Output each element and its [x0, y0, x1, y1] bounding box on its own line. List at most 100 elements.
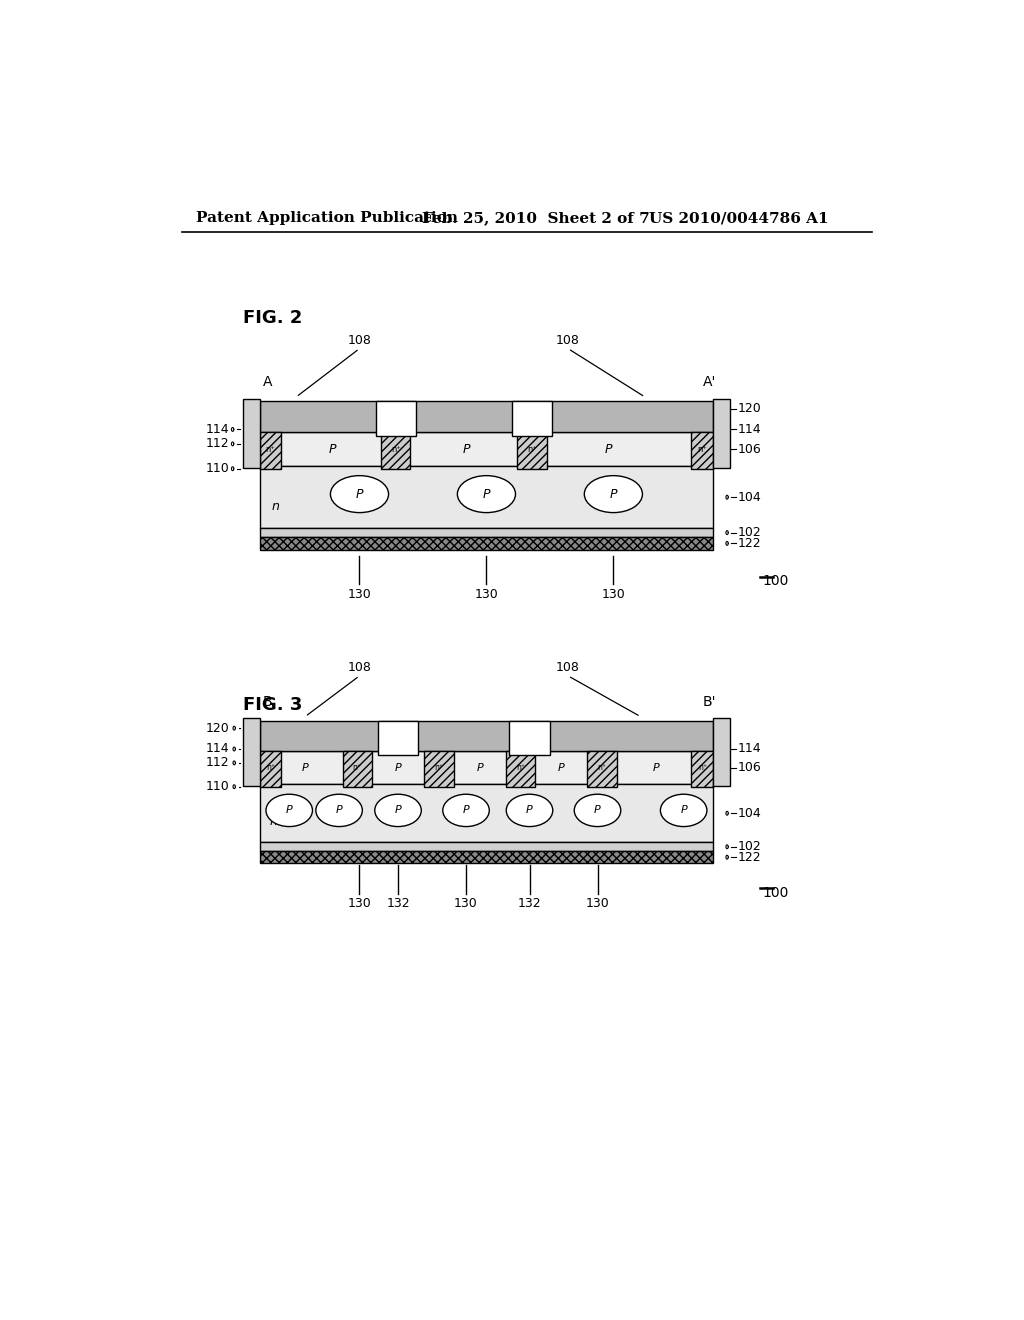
Text: P: P	[558, 763, 564, 772]
Bar	[260, 537, 713, 549]
Text: 114: 114	[206, 422, 229, 436]
Text: P: P	[526, 805, 532, 816]
Text: n: n	[269, 816, 278, 829]
Text: P: P	[482, 487, 490, 500]
Text: 130: 130	[601, 589, 626, 601]
Bar	[260, 401, 713, 432]
Text: P: P	[653, 763, 659, 772]
Text: n⁺: n⁺	[697, 445, 708, 454]
Bar	[517, 432, 547, 469]
Text: P: P	[286, 805, 293, 816]
Text: P: P	[609, 487, 617, 500]
Text: n⁺: n⁺	[352, 763, 361, 772]
Text: 132: 132	[518, 896, 542, 909]
Text: Patent Application Publication: Patent Application Publication	[197, 211, 458, 226]
Text: n⁺: n⁺	[598, 763, 606, 772]
Bar	[260, 751, 713, 784]
Text: 108: 108	[347, 334, 372, 347]
Ellipse shape	[506, 795, 553, 826]
Text: n⁺: n⁺	[265, 445, 275, 454]
Ellipse shape	[266, 795, 312, 826]
Text: 110: 110	[206, 780, 229, 793]
Text: 112: 112	[206, 437, 229, 450]
Text: 130: 130	[586, 896, 609, 909]
Text: n: n	[271, 500, 280, 513]
Text: 122: 122	[738, 850, 762, 863]
Text: P: P	[462, 442, 470, 455]
Bar	[243, 718, 260, 785]
Text: B': B'	[702, 694, 716, 709]
Text: 100: 100	[763, 886, 790, 900]
Text: 132: 132	[386, 896, 410, 909]
Text: 106: 106	[738, 762, 762, 775]
Text: 120: 120	[738, 403, 762, 416]
Text: P: P	[476, 763, 483, 772]
Text: 114: 114	[206, 742, 229, 755]
Bar	[713, 399, 730, 469]
Ellipse shape	[315, 795, 362, 826]
Text: n⁺: n⁺	[434, 763, 443, 772]
Text: P: P	[605, 442, 612, 455]
Text: P: P	[680, 805, 687, 816]
Text: P: P	[329, 442, 336, 455]
Text: P: P	[336, 805, 342, 816]
Text: P: P	[355, 487, 364, 500]
Text: P: P	[394, 805, 401, 816]
Text: A': A'	[702, 375, 716, 389]
Bar	[506, 751, 536, 787]
Bar	[260, 528, 713, 537]
Text: n⁺: n⁺	[516, 763, 525, 772]
Bar	[260, 721, 713, 751]
Bar	[588, 751, 616, 787]
Bar	[424, 751, 454, 787]
Bar	[260, 751, 282, 787]
Text: US 2010/0044786 A1: US 2010/0044786 A1	[649, 211, 828, 226]
Ellipse shape	[574, 795, 621, 826]
Text: n⁺: n⁺	[697, 763, 707, 772]
Text: n⁺: n⁺	[391, 445, 400, 454]
Bar	[381, 432, 411, 469]
Text: 130: 130	[347, 896, 372, 909]
Ellipse shape	[458, 475, 515, 512]
Bar	[260, 842, 713, 851]
Text: 104: 104	[738, 491, 762, 504]
Text: 108: 108	[556, 661, 580, 675]
Text: FIG. 3: FIG. 3	[243, 696, 302, 714]
Text: 110: 110	[206, 462, 229, 475]
Bar	[260, 432, 713, 466]
Text: 120: 120	[206, 722, 229, 735]
Bar	[260, 851, 713, 863]
Bar	[713, 718, 730, 785]
Ellipse shape	[375, 795, 421, 826]
Bar	[260, 466, 713, 528]
Bar	[691, 432, 713, 469]
Text: P: P	[594, 805, 601, 816]
Bar	[512, 401, 552, 436]
Text: P: P	[463, 805, 469, 816]
Ellipse shape	[442, 795, 489, 826]
Text: 104: 104	[738, 807, 762, 820]
Bar	[342, 751, 372, 787]
Bar	[243, 399, 260, 469]
Text: n⁺: n⁺	[266, 763, 275, 772]
Text: 122: 122	[738, 537, 762, 550]
Text: n⁺: n⁺	[526, 445, 537, 454]
Bar	[691, 751, 713, 787]
Text: 102: 102	[738, 841, 762, 853]
Text: 130: 130	[455, 896, 478, 909]
Text: 112: 112	[206, 756, 229, 770]
Text: 100: 100	[763, 574, 790, 589]
Text: 130: 130	[474, 589, 499, 601]
Bar	[378, 721, 418, 755]
Text: FIG. 2: FIG. 2	[243, 309, 302, 326]
Bar	[260, 784, 713, 842]
Text: P: P	[394, 763, 401, 772]
Text: A: A	[263, 375, 272, 389]
Text: 114: 114	[738, 742, 762, 755]
Text: 106: 106	[738, 442, 762, 455]
Ellipse shape	[660, 795, 707, 826]
Text: 114: 114	[738, 422, 762, 436]
Text: B: B	[263, 694, 272, 709]
Bar	[509, 721, 550, 755]
Text: P: P	[302, 763, 308, 772]
